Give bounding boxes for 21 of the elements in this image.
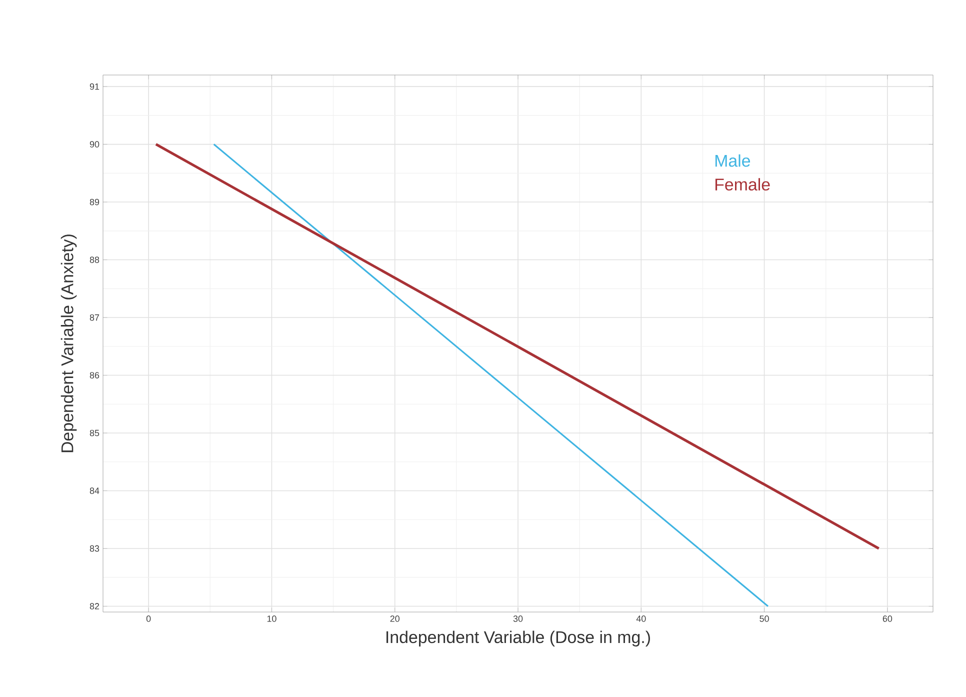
y-axis-title: Dependent Variable (Anxiety) [60, 234, 77, 452]
y-tick-label: 91 [90, 83, 100, 90]
y-tick-label: 83 [90, 545, 100, 552]
y-tick-label: 88 [90, 256, 100, 263]
x-axis-title: Independent Variable (Dose in mg.) [386, 630, 650, 646]
text: Female [715, 178, 770, 191]
y-tick-label: 84 [90, 488, 100, 494]
text: Male [715, 154, 750, 167]
y-tick-label: 90 [90, 141, 100, 148]
y-tick-label: 86 [90, 372, 100, 378]
x-tick-label: 10 [267, 616, 276, 622]
y-tick-label: 89 [90, 198, 100, 206]
x-tick-label: 40 [636, 616, 646, 622]
x-tick-label: 20 [390, 616, 400, 622]
x-tick-label: 50 [760, 616, 769, 622]
x-tick-label: 0 [146, 616, 151, 622]
y-tick-label: 82 [90, 603, 100, 610]
x-tick-label: 30 [513, 616, 523, 622]
y-tick-label: 85 [90, 430, 100, 436]
y-tick-label: 87 [90, 314, 100, 321]
x-tick-label: 60 [882, 616, 892, 622]
